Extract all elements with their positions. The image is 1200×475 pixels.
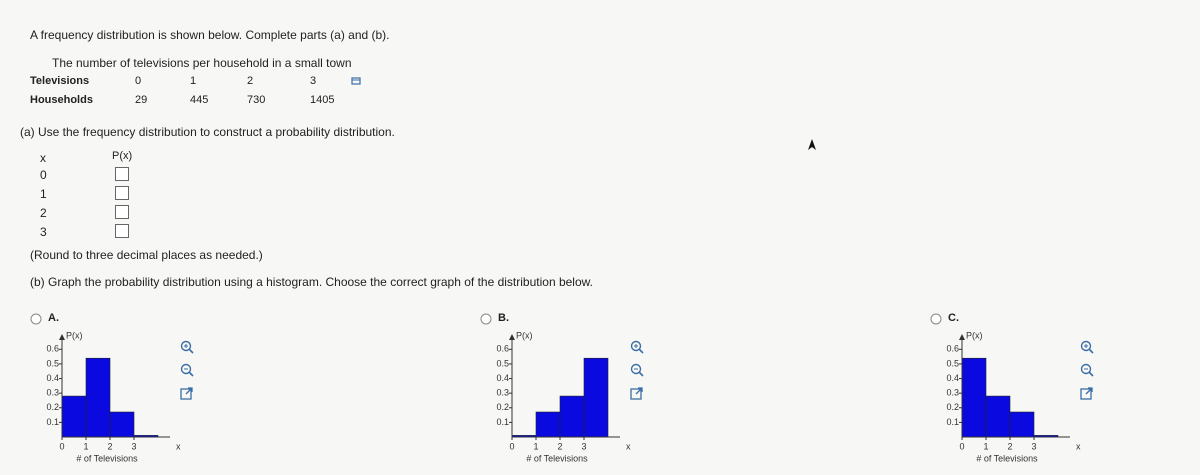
x-tick-label: 3 [581,441,586,451]
note: (Round to three decimal places as needed… [30,248,263,262]
zoom-in[interactable] [1080,340,1094,354]
x-value: 3 [40,225,47,239]
bar [961,357,987,438]
answer-input[interactable] [115,205,129,219]
answer-input[interactable] [115,224,129,238]
bar [61,395,87,438]
zoom-out[interactable] [1080,363,1094,377]
x-tick-label: 2 [107,441,112,451]
y-tick-label: 0.1 [946,417,959,427]
cell: 1 [190,75,197,87]
x-value: 2 [40,206,47,220]
cursor [808,139,816,150]
y-tick-label: 0.3 [496,388,509,398]
x-tick-label: 1 [983,441,988,451]
y-tick-label: 0.6 [946,344,959,354]
y-axis-label: P(x) [66,332,83,340]
option-label[interactable]: C. [948,312,959,324]
bar [985,395,1011,438]
x-tick-label: 1 [83,441,88,451]
x-tick-label: 1 [533,441,538,451]
answer-input[interactable] [115,167,129,181]
y-tick-label: 0.5 [946,358,959,368]
histogram: P(x) 0.1 0.2 0.3 0.4 0.5 0.6 0 1 2 3 x # of Televisi… [496,332,644,463]
cell: 29 [135,94,148,106]
histogram: P(x) 0.1 0.2 0.3 0.4 0.5 0.6 0 1 2 3 x # of Televisi… [946,332,1094,463]
y-tick-label: 0.5 [46,358,59,368]
y-tick-label: 0.4 [46,373,59,383]
y-arrow [959,334,965,340]
y-tick-label: 0.3 [946,388,959,398]
y-axis-label: P(x) [966,332,983,340]
radio[interactable] [930,313,942,325]
x-tick-label: 2 [1007,441,1012,451]
cell: 0 [135,75,142,87]
cell: 730 [247,94,266,106]
bar [559,395,585,438]
x-tick-label: 3 [1031,441,1036,451]
y-tick-label: 0.1 [496,417,509,427]
y-arrow [509,334,515,340]
table-caption: The number of televisions per household … [52,56,352,70]
popout[interactable] [180,387,193,400]
row-header: Televisions [30,75,90,87]
cell: 2 [247,75,254,87]
popout[interactable] [1080,387,1093,400]
y-arrow [59,334,65,340]
part-b-prompt: (b) Graph the probability distribution u… [30,275,593,289]
bar [1009,411,1035,438]
y-tick-label: 0.1 [46,417,59,427]
radio[interactable] [480,313,492,325]
y-tick-label: 0.6 [46,344,59,354]
col-header: P(x) [112,150,133,162]
x-axis-title: # of Televisions [76,453,138,463]
y-tick-label: 0.2 [946,402,959,412]
y-tick-label: 0.2 [496,402,509,412]
radio[interactable] [30,313,42,325]
y-tick-label: 0.3 [46,388,59,398]
x-tick-label: 0 [59,441,64,451]
bar [583,357,609,438]
zoom-out[interactable] [630,363,644,377]
y-tick-label: 0.5 [496,358,509,368]
zoom-out[interactable] [180,363,194,377]
y-tick-label: 0.4 [496,373,509,383]
y-axis-label: P(x) [516,332,533,340]
x-tick-label: 3 [131,441,136,451]
x-axis-title: # of Televisions [976,453,1038,463]
y-tick-label: 0.2 [46,402,59,412]
bar [535,411,561,438]
x-axis-title: # of Televisions [526,453,588,463]
x-axis-label: x [626,441,631,451]
table-icon[interactable] [351,76,361,86]
col-header: x [40,151,46,165]
row-header: Households [30,94,93,106]
bar [85,357,111,438]
x-tick-label: 0 [959,441,964,451]
answer-input[interactable] [115,186,129,200]
x-value: 0 [40,168,47,182]
x-axis-label: x [1076,441,1081,451]
bar [109,411,135,438]
x-tick-label: 2 [557,441,562,451]
y-tick-label: 0.6 [496,344,509,354]
option-label[interactable]: A. [48,312,59,324]
x-axis-label: x [176,441,181,451]
zoom-in[interactable] [180,340,194,354]
cell: 3 [310,75,317,87]
part-a-prompt: (a) Use the frequency distribution to co… [20,125,395,139]
x-value: 1 [40,187,47,201]
x-tick-label: 0 [509,441,514,451]
option-label[interactable]: B. [498,312,509,324]
y-tick-label: 0.4 [946,373,959,383]
instructions: A frequency distribution is shown below.… [30,28,390,42]
popout[interactable] [630,387,643,400]
cell: 1405 [310,94,335,106]
cell: 445 [190,94,209,106]
zoom-in[interactable] [630,340,644,354]
histogram: P(x) 0.1 0.2 0.3 0.4 0.5 0.6 0 1 2 3 x # of Televisi… [46,332,194,463]
